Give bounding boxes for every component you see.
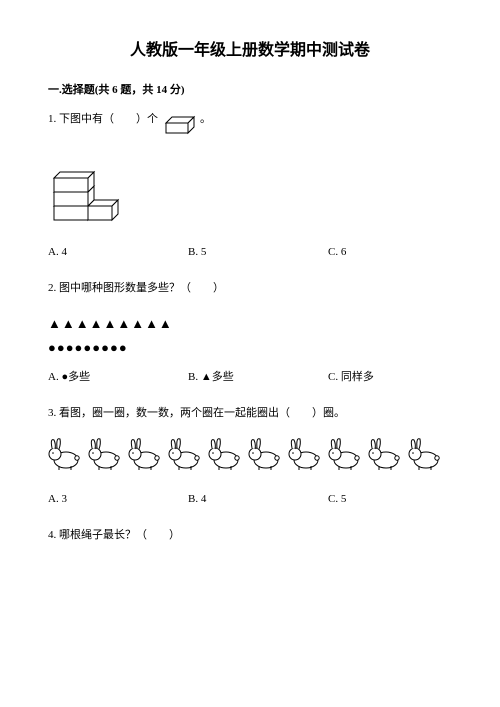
question-4: 4. 哪根绳子最长？（ ） xyxy=(48,527,452,545)
question-2: 2. 图中哪种图形数量多些？（ ） ▲▲▲▲▲▲▲▲▲ ●●●●●●●●● A.… xyxy=(48,280,452,387)
q3-options: A. 3 B. 4 C. 5 xyxy=(48,491,452,509)
q1-option-a: A. 4 xyxy=(48,244,188,262)
question-3: 3. 看图，圈一圈，数一数，两个圈在一起能圈出（ ）圈。 xyxy=(48,405,452,509)
q1-option-b: B. 5 xyxy=(188,244,328,262)
q3-option-b: B. 4 xyxy=(188,491,328,509)
stacked-cubes-figure xyxy=(48,158,452,235)
q3-text: 3. 看图，圈一圈，数一数，两个圈在一起能圈出（ ）圈。 xyxy=(48,405,452,423)
q3-option-a: A. 3 xyxy=(48,491,188,509)
q1-option-c: C. 6 xyxy=(328,244,346,262)
q4-text: 4. 哪根绳子最长？（ ） xyxy=(48,527,452,545)
rabbits-figure xyxy=(48,432,452,481)
q3-option-c: C. 5 xyxy=(328,491,346,509)
question-1: 1. 下图中有（ ）个 。 xyxy=(48,111,452,262)
q2-options: A. ●多些 B. ▲多些 C. 同样多 xyxy=(48,369,452,387)
small-cuboid-icon xyxy=(162,115,200,144)
circles-row: ●●●●●●●●● xyxy=(48,338,452,359)
q1-options: A. 4 B. 5 C. 6 xyxy=(48,244,452,262)
period-icon: 。 xyxy=(200,111,211,129)
q2-option-c: C. 同样多 xyxy=(328,369,374,387)
page-title: 人教版一年级上册数学期中测试卷 xyxy=(48,38,452,64)
q2-text: 2. 图中哪种图形数量多些？（ ） xyxy=(48,280,452,298)
section-header: 一.选择题(共 6 题，共 14 分) xyxy=(48,82,452,100)
q2-option-b: B. ▲多些 xyxy=(188,369,328,387)
q2-option-a: A. ●多些 xyxy=(48,369,188,387)
q1-text: 1. 下图中有（ ）个 xyxy=(48,111,158,129)
triangles-row: ▲▲▲▲▲▲▲▲▲ xyxy=(48,314,452,335)
